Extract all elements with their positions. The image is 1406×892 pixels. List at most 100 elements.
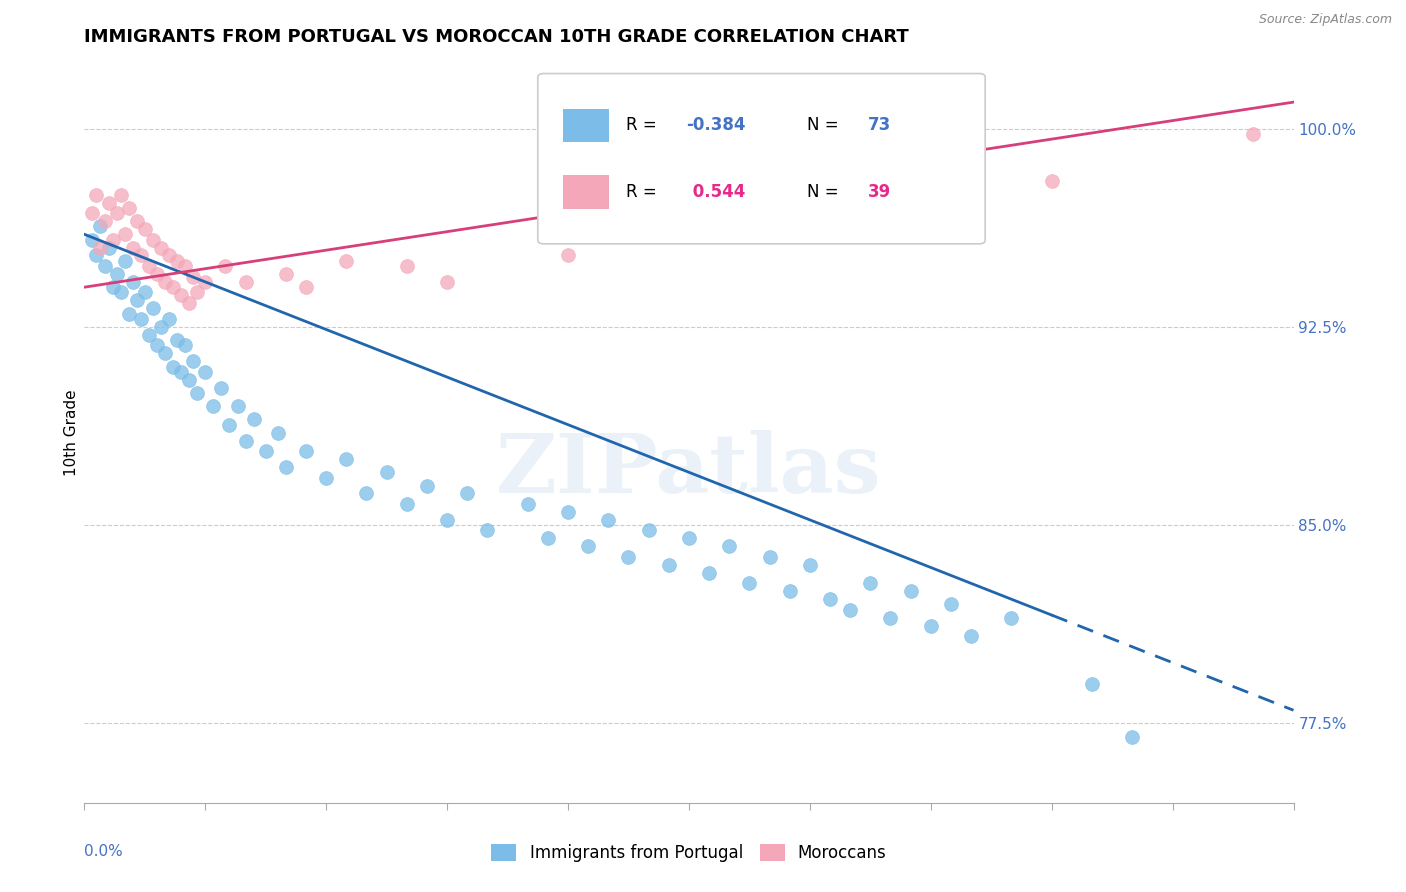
Point [235,434,257,448]
Text: -0.384: -0.384 [686,116,747,135]
Point [181,354,204,368]
Point [101,280,124,294]
Point [97,240,120,255]
Point [758,549,780,564]
Point [537,532,560,546]
Point [839,603,862,617]
Point [274,460,297,475]
Point [121,240,143,255]
Point [395,497,418,511]
Point [146,267,169,281]
Point [818,592,841,607]
Point [1121,730,1143,744]
Point [86,248,108,262]
Point [697,566,720,580]
Point [166,333,188,347]
Point [97,195,120,210]
Point [179,373,201,387]
Text: N =: N = [807,116,845,135]
Point [557,248,579,262]
Y-axis label: 10th Grade: 10th Grade [63,389,79,476]
FancyBboxPatch shape [564,176,609,209]
Point [125,293,148,308]
Point [138,259,160,273]
Point [202,399,225,413]
Point [436,513,458,527]
Point [93,259,115,273]
Point [93,214,115,228]
Point [516,497,538,511]
Point [142,233,165,247]
Point [235,275,257,289]
Point [799,206,821,220]
FancyBboxPatch shape [564,109,609,142]
Point [557,505,579,519]
Point [157,248,180,262]
Point [718,539,741,553]
Point [89,219,111,234]
Point [162,280,184,294]
Point [1081,677,1104,691]
Point [194,275,217,289]
Point [82,233,104,247]
Point [436,275,458,289]
Point [174,338,197,352]
Point [209,381,232,395]
Point [174,259,197,273]
Point [335,452,357,467]
Point [658,558,681,572]
Text: 73: 73 [868,116,891,135]
Text: 0.544: 0.544 [686,183,745,201]
Point [637,524,659,538]
Text: IMMIGRANTS FROM PORTUGAL VS MOROCCAN 10TH GRADE CORRELATION CHART: IMMIGRANTS FROM PORTUGAL VS MOROCCAN 10T… [84,28,910,45]
Text: 39: 39 [868,183,891,201]
Point [267,425,290,440]
Text: R =: R = [626,116,662,135]
Point [186,285,208,300]
Point [129,248,152,262]
Point [110,285,132,300]
Text: ZIPatlas: ZIPatlas [496,430,882,509]
Point [254,444,277,458]
Point [179,296,201,310]
Point [226,399,249,413]
Point [960,629,983,643]
Point [456,486,478,500]
Point [105,206,128,220]
Point [142,301,165,316]
Point [129,312,152,326]
Point [274,267,297,281]
Point [170,365,193,379]
Point [153,275,176,289]
Point [576,539,599,553]
Text: Source: ZipAtlas.com: Source: ZipAtlas.com [1258,13,1392,27]
Point [166,253,188,268]
Point [1241,127,1264,141]
Point [738,576,761,591]
Point [162,359,184,374]
Point [920,618,942,632]
Point [1040,174,1063,188]
Point [125,214,148,228]
Point [134,285,156,300]
Point [900,584,922,599]
Point [134,222,156,236]
Point [678,532,700,546]
Point [153,346,176,360]
Point [89,240,111,255]
Point [118,201,141,215]
Point [149,240,172,255]
Point [114,253,136,268]
Point [879,610,901,624]
Point [315,470,337,484]
Point [186,386,208,401]
Point [82,206,104,220]
Point [146,338,169,352]
Point [295,444,318,458]
Point [335,253,357,268]
Point [105,267,128,281]
Point [375,465,398,479]
Legend: Immigrants from Portugal, Moroccans: Immigrants from Portugal, Moroccans [485,837,893,869]
Text: 0.0%: 0.0% [84,845,124,860]
Text: R =: R = [626,183,662,201]
